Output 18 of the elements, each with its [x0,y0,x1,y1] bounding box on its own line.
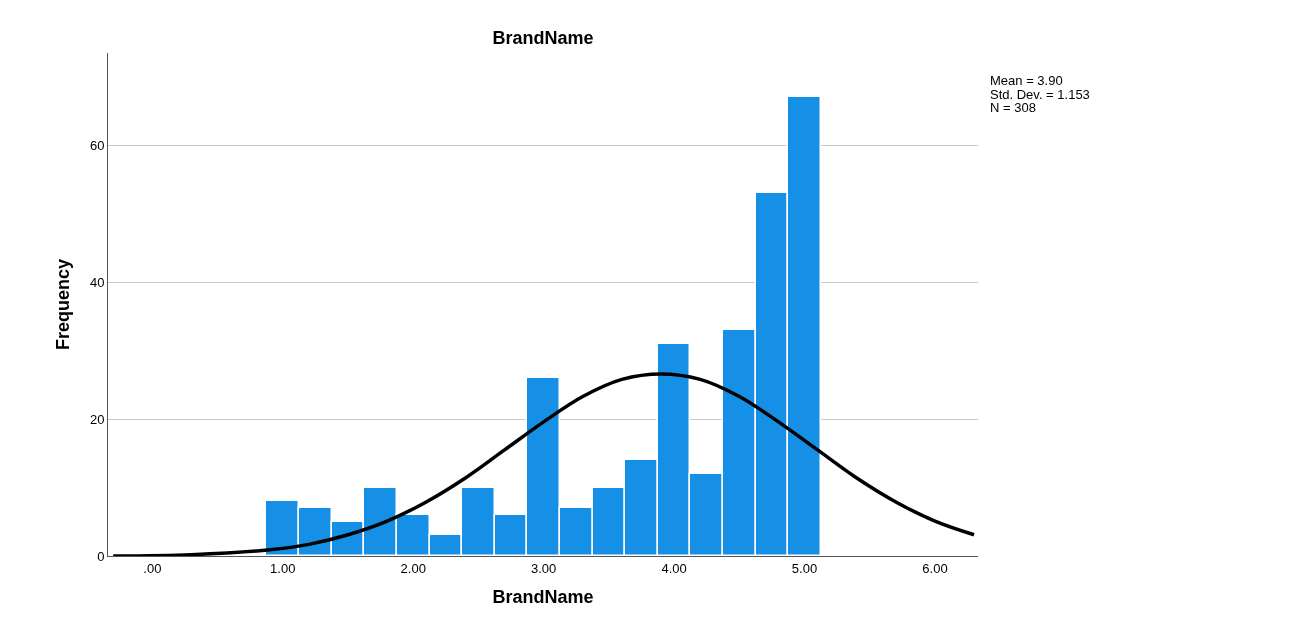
chart-title: BrandName [492,28,594,49]
y-tick-label: 20 [89,411,105,427]
x-tick-label: 5.00 [791,560,818,576]
x-tick-label: 3.00 [530,560,557,576]
text: Mean = 3.90 [990,73,1063,88]
y-tick-label: 0 [97,548,105,564]
line-series [111,372,976,556]
text: N = 308 [990,100,1036,115]
x-tick-label: 4.00 [661,560,687,576]
x-tick-label: 1.00 [270,560,296,576]
y-tick-label: 40 [89,274,105,290]
x-tick-label: 6.00 [922,560,948,576]
x-tick-label: 2.00 [400,560,426,576]
text: Std. Dev. = 1.153 [990,87,1090,102]
x-axis-title: BrandName [492,586,594,607]
x-tick-label: .00 [143,560,162,576]
y-axis-title: Frequency [53,258,74,351]
y-tick-label: 60 [89,137,105,153]
